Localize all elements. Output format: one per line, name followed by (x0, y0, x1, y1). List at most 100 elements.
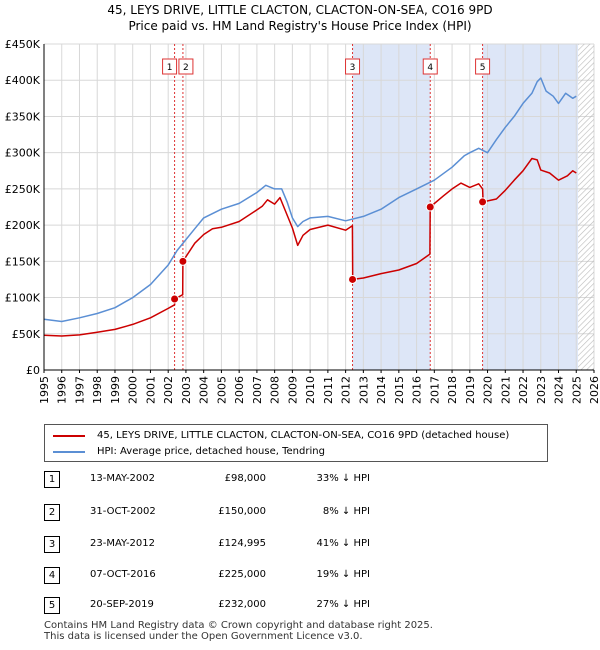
sale-price: £98,000 (224, 473, 266, 484)
sale-row: 5 20-SEP-2019 £232,000 27% ↓ HPI (0, 597, 600, 617)
shaded-period (482, 44, 579, 370)
x-tick-label: 2023 (535, 376, 548, 404)
sale-date: 07-OCT-2016 (90, 569, 156, 580)
sale-point (478, 197, 488, 207)
x-tick-label: 2001 (144, 376, 157, 404)
sale-number-badge: 1 (44, 471, 60, 488)
x-tick-label: 2016 (411, 376, 424, 404)
x-tick-label: 1997 (73, 376, 86, 404)
x-tick-label: 2020 (482, 376, 495, 404)
series-line-hpi (43, 77, 577, 323)
x-tick-label: 1995 (38, 376, 51, 404)
sale-point (425, 202, 435, 212)
sale-marker-number: 4 (427, 63, 433, 73)
x-tick-label: 1996 (56, 376, 69, 404)
x-tick-label: 2022 (517, 376, 530, 404)
y-tick-label: £50K (12, 328, 41, 341)
x-tick-label: 2024 (553, 376, 566, 404)
sale-hpi-diff: 8% ↓ HPI (322, 506, 370, 517)
y-tick-label: £350K (5, 110, 41, 123)
x-tick-label: 2018 (446, 376, 459, 404)
x-tick-label: 2015 (393, 376, 406, 404)
sale-price: £232,000 (218, 599, 266, 610)
y-tick-labels: £0 £50K £100K £150K £200K £250K £300K £350K £400… (5, 38, 41, 377)
sale-point (170, 294, 180, 304)
sale-marker-box (422, 58, 438, 75)
footer-copyright: Contains HM Land Registry data © Crown c… (44, 620, 433, 631)
x-tick-label: 2003 (180, 376, 193, 404)
sale-row: 4 07-OCT-2016 £225,000 19% ↓ HPI (0, 567, 600, 587)
y-tick-label: £150K (5, 255, 41, 268)
axes (43, 44, 594, 371)
sale-marker-label: 1 (162, 58, 178, 75)
x-tick-label: 2013 (357, 376, 370, 404)
sale-date: 23-MAY-2012 (90, 538, 156, 549)
sale-price: £225,000 (218, 569, 266, 580)
sale-marker-label: 3 (345, 58, 361, 75)
sale-date: 13-MAY-2002 (90, 473, 156, 484)
sale-number-badge: 3 (44, 536, 60, 553)
sale-marker-number: 5 (480, 63, 486, 73)
sale-marker-label: 5 (475, 58, 491, 75)
sale-hpi-diff: 41% ↓ HPI (316, 538, 370, 549)
sale-row: 1 13-MAY-2002 £98,000 33% ↓ HPI (0, 471, 600, 491)
legend-label-hpi: HPI: Average price, detached house, Tend… (97, 446, 325, 457)
y-tick-label: £100K (5, 292, 41, 305)
sale-date: 31-OCT-2002 (90, 506, 156, 517)
x-tick-label: 2008 (269, 376, 282, 404)
sale-number-badge: 4 (44, 567, 60, 584)
x-tick-label: 2012 (340, 376, 353, 404)
y-tick-label: £200K (5, 219, 41, 232)
x-tick-label: 2010 (304, 376, 317, 404)
y-tick-label: £400K (5, 74, 41, 87)
legend-swatch-property (53, 435, 85, 437)
footer-licence: This data is licensed under the Open Gov… (44, 631, 363, 642)
sale-marker-box (345, 58, 361, 75)
x-tick-label: 2026 (588, 376, 600, 404)
sale-number-badge: 2 (44, 504, 60, 521)
x-tick-label: 2004 (198, 376, 211, 404)
legend-label-property: 45, LEYS DRIVE, LITTLE CLACTON, CLACTON-… (97, 430, 510, 441)
legend: 45, LEYS DRIVE, LITTLE CLACTON, CLACTON-… (44, 424, 548, 462)
x-tick-label: 2005 (215, 376, 228, 404)
x-tick-label: 1999 (109, 376, 122, 404)
x-tick-label: 2000 (127, 376, 140, 404)
x-tick-label: 2011 (322, 376, 335, 404)
sale-date: 20-SEP-2019 (90, 599, 154, 610)
x-tick-label: 2019 (464, 376, 477, 404)
x-tick-label: 1998 (91, 376, 104, 404)
sale-marker-number: 2 (183, 63, 189, 73)
sale-marker-label: 4 (422, 58, 438, 75)
y-tick-label: £250K (5, 183, 41, 196)
forecast-hatch (578, 44, 594, 370)
sale-price: £150,000 (218, 506, 266, 517)
x-tick-label: 2017 (428, 376, 441, 404)
sale-point (348, 274, 358, 284)
sale-hpi-diff: 33% ↓ HPI (316, 473, 370, 484)
price-chart: £0 £50K £100K £150K £200K £250K £300K £350K £400… (5, 38, 600, 404)
sale-hpi-diff: 19% ↓ HPI (316, 569, 370, 580)
sale-row: 3 23-MAY-2012 £124,995 41% ↓ HPI (0, 536, 600, 556)
sale-marker-box (475, 58, 491, 75)
sale-marker-label: 2 (178, 58, 194, 75)
x-tick-label: 2025 (570, 376, 583, 404)
x-tick-label: 2007 (251, 376, 264, 404)
x-tick-label: 2014 (375, 376, 388, 404)
sale-hpi-diff: 27% ↓ HPI (316, 599, 370, 610)
shaded-period (352, 44, 431, 370)
y-tick-label: £450K (5, 38, 41, 51)
x-tick-label: 2009 (286, 376, 299, 404)
x-tick-label: 2002 (162, 376, 175, 404)
shaded-periods (44, 44, 594, 370)
x-tick-labels: 1995 1996 1997 1998 1999 2000 2001 2002 2003 2004… (38, 370, 600, 404)
sale-row: 2 31-OCT-2002 £150,000 8% ↓ HPI (0, 504, 600, 524)
sale-price: £124,995 (218, 538, 266, 549)
forecast-region (578, 44, 594, 370)
sale-marker-number: 1 (167, 63, 173, 73)
sale-marker-box (162, 58, 178, 75)
chart-title-address: 45, LEYS DRIVE, LITTLE CLACTON, CLACTON-… (107, 3, 493, 17)
legend-swatch-hpi (53, 451, 85, 453)
y-tick-label: £300K (5, 147, 41, 160)
y-tick-label: £0 (26, 364, 40, 377)
